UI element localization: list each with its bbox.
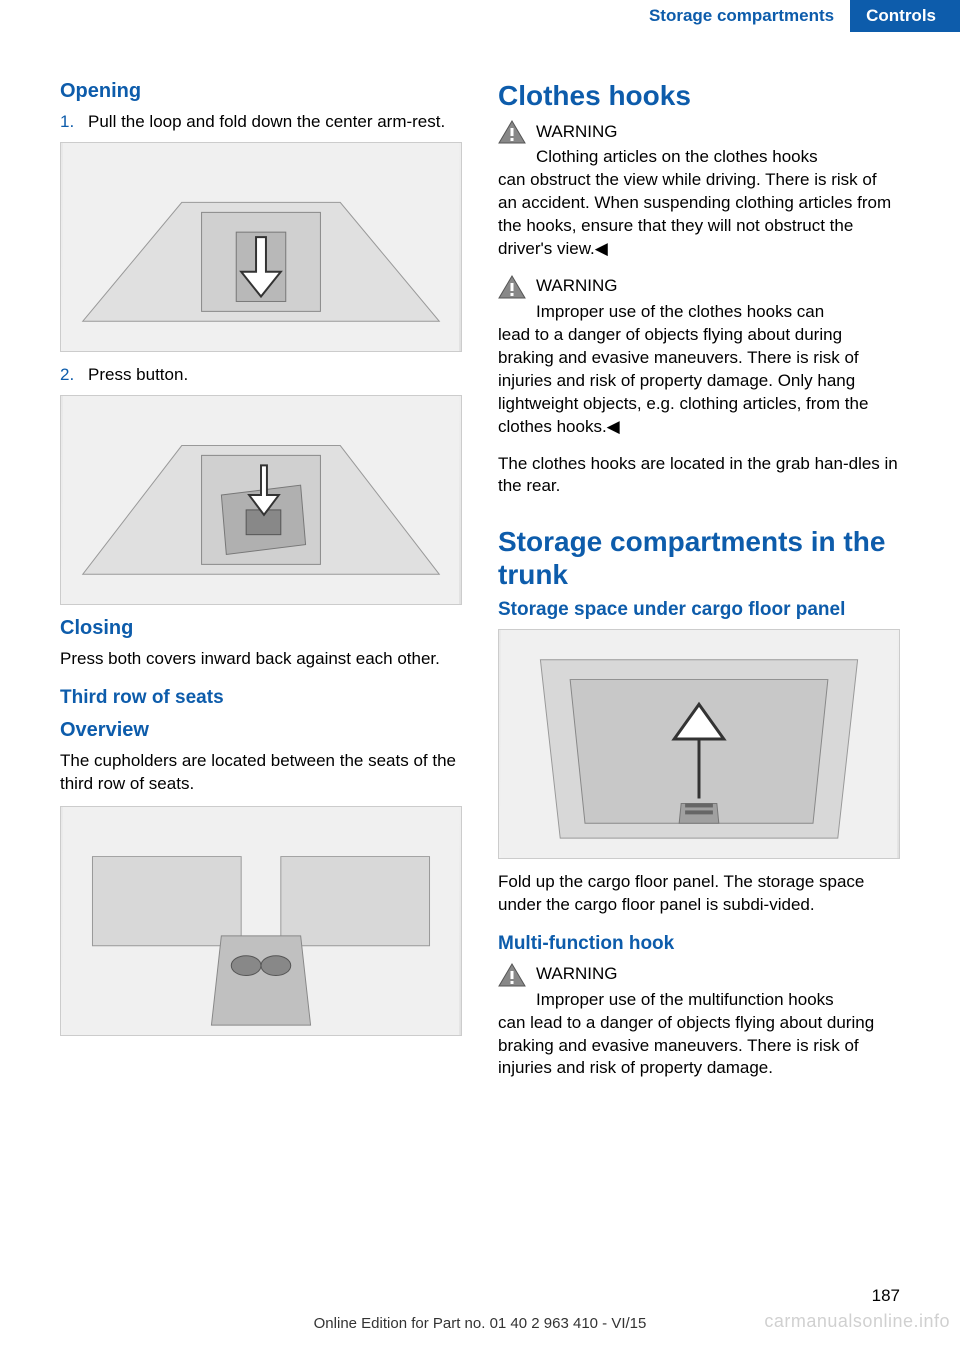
heading-clothes-hooks: Clothes hooks [498,80,900,112]
warning-block-3: WARNING Improper use of the multifunctio… [498,963,900,1081]
watermark: carmanualsonline.info [764,1311,950,1332]
cupholder-illustration [61,807,461,1035]
opening-step-2: 2. Press button. [60,364,462,387]
warning-icon [498,120,526,144]
heading-third-row: Third row of seats [60,687,462,709]
warning-body: Improper use of the multifunction hooks … [498,989,900,1081]
warning-icon [498,963,526,987]
warning-first-line: Clothing articles on the clothes hooks [498,146,900,169]
step-number: 1. [60,111,88,134]
warning-header: WARNING [498,120,900,144]
warning-block-2: WARNING Improper use of the clothes hook… [498,275,900,439]
content-columns: Opening 1. Pull the loop and fold down t… [0,80,960,1094]
page-number: 187 [872,1286,900,1306]
right-column: Clothes hooks WARNING Clothing articles … [498,80,900,1094]
figure-armrest-loop [60,142,462,352]
warning-header: WARNING [498,275,900,299]
heading-trunk-storage: Storage compartments in the trunk [498,526,900,590]
warning-label: WARNING [536,121,618,144]
figure-cargo-floor [498,629,900,859]
breadcrumb-chapter: Controls [850,0,960,32]
warning-rest: can lead to a danger of objects flying a… [498,1013,874,1078]
step-text: Press button. [88,364,462,387]
cargo-floor-body: Fold up the cargo floor panel. The stora… [498,871,900,917]
warning-body: Clothing articles on the clothes hooks c… [498,146,900,261]
heading-opening: Opening [60,80,462,103]
warning-label: WARNING [536,275,618,298]
heading-cargo-floor: Storage space under cargo floor panel [498,599,900,621]
armrest-illustration [61,143,461,351]
heading-overview: Overview [60,719,462,742]
button-illustration [61,396,461,604]
cargo-floor-illustration [499,630,899,858]
left-column: Opening 1. Pull the loop and fold down t… [60,80,462,1094]
warning-first-line: Improper use of the clothes hooks can [498,301,900,324]
step-text: Pull the loop and fold down the center a… [88,111,462,134]
opening-step-1: 1. Pull the loop and fold down the cente… [60,111,462,134]
warning-block-1: WARNING Clothing articles on the clothes… [498,120,900,261]
clothes-hooks-body: The clothes hooks are located in the gra… [498,453,900,499]
warning-rest: lead to a danger of objects flying about… [498,325,868,436]
warning-body: Improper use of the clothes hooks can le… [498,301,900,439]
warning-header: WARNING [498,963,900,987]
step-number: 2. [60,364,88,387]
breadcrumb-section: Storage compartments [633,0,850,32]
figure-press-button [60,395,462,605]
page-header: Storage compartments Controls [0,0,960,32]
closing-body: Press both covers inward back against ea… [60,648,462,671]
warning-icon [498,275,526,299]
warning-rest: can obstruct the view while driving. The… [498,170,891,258]
overview-body: The cupholders are located between the s… [60,750,462,796]
warning-label: WARNING [536,963,618,986]
figure-third-row-cupholders [60,806,462,1036]
warning-first-line: Improper use of the multifunction hooks [498,989,900,1012]
heading-multi-hook: Multi-function hook [498,933,900,955]
heading-closing: Closing [60,617,462,640]
